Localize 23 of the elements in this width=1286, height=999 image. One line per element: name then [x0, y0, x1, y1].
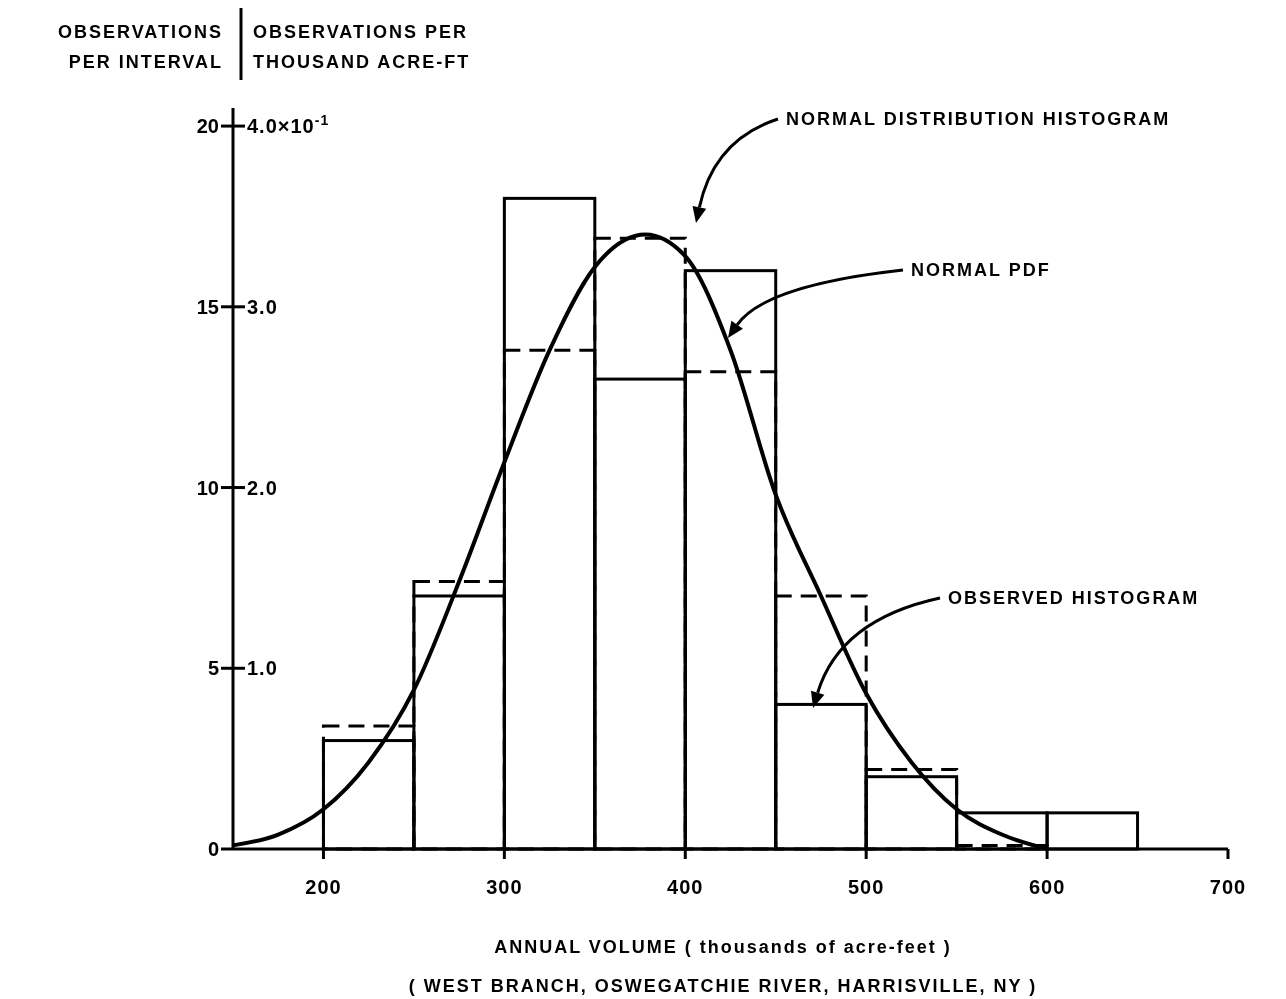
y2-tick-label: 2.0 — [247, 476, 278, 499]
y-tick-label: 20 — [196, 115, 219, 138]
y-tick-label: 15 — [196, 295, 219, 318]
x-tick-label: 300 — [486, 876, 523, 898]
annotation: OBSERVED HISTOGRAM — [948, 588, 1200, 608]
y-tick-label: 5 — [207, 657, 219, 680]
annotation: NORMAL DISTRIBUTION HISTOGRAM — [786, 109, 1171, 129]
y-tick-label: 10 — [196, 476, 219, 499]
y-tick-label: 0 — [207, 838, 219, 860]
y2-tick-label: 4.0 — [247, 115, 278, 138]
x-tick-label: 500 — [847, 876, 885, 898]
annotation: ×10$^{-1}$ — [277, 112, 330, 138]
x-tick-label: 700 — [1209, 876, 1247, 898]
y2-axis-title: OBSERVATIONS PER THOUSAND ACRE-FT — [253, 22, 471, 72]
y-axis-title: OBSERVATIONS PER INTERVAL — [57, 22, 223, 72]
y2-tick-label: 3.0 — [247, 295, 278, 318]
x-tick-label: 400 — [667, 876, 704, 898]
x-axis-title: ANNUAL VOLUME ( thousands of acre-feet ) — [494, 937, 952, 957]
text: ( WEST BRANCH, OSWEGATCHIE RIVER, HARRISVILLE, NY ) — [408, 976, 1038, 996]
y2-tick-label: 1.0 — [247, 657, 278, 680]
x-tick-label: 200 — [305, 876, 342, 898]
annotation: NORMAL PDF — [911, 260, 1051, 280]
x-tick-label: 600 — [1028, 876, 1066, 898]
